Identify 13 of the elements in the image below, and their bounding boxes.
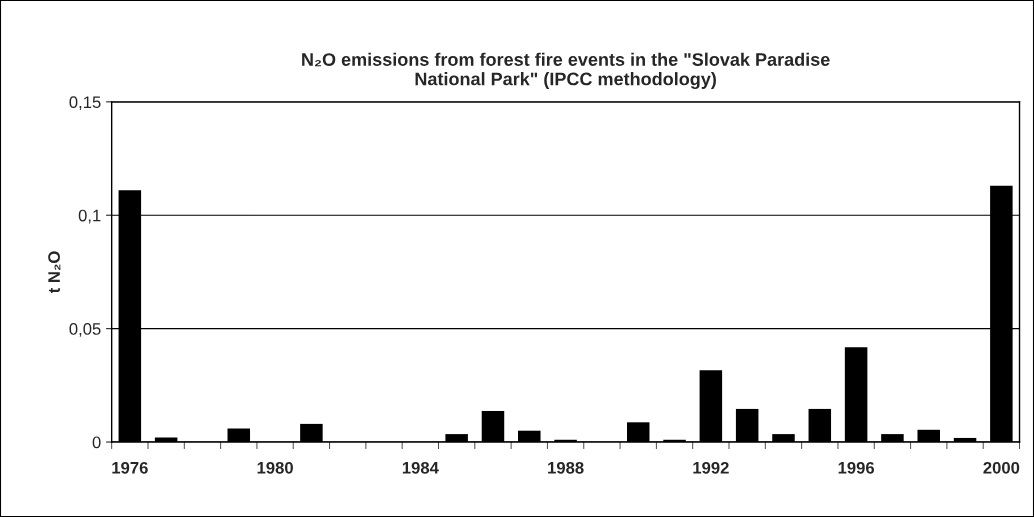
chart-title: N₂O emissions from forest fire events in the "Slovak Paradise National Park" (IPCC methodology) — [302, 52, 830, 90]
y-tick-label: 0,1 — [78, 209, 101, 224]
x-tick-label: 1992 — [693, 461, 729, 474]
y-tick-label: 0,15 — [69, 96, 101, 111]
x-tick-label: 2000 — [983, 461, 1020, 474]
x-tick-label: 1988 — [548, 461, 584, 474]
y-tick-label: 0 — [92, 436, 101, 449]
x-tick-label: 1976 — [112, 461, 148, 474]
x-tick-label: 1980 — [257, 461, 293, 474]
y-tick-label: 0,05 — [69, 323, 101, 337]
x-tick-label: 1996 — [838, 461, 875, 474]
y-axis-title: t N₂O — [48, 251, 61, 294]
x-tick-label: 1984 — [402, 461, 439, 474]
